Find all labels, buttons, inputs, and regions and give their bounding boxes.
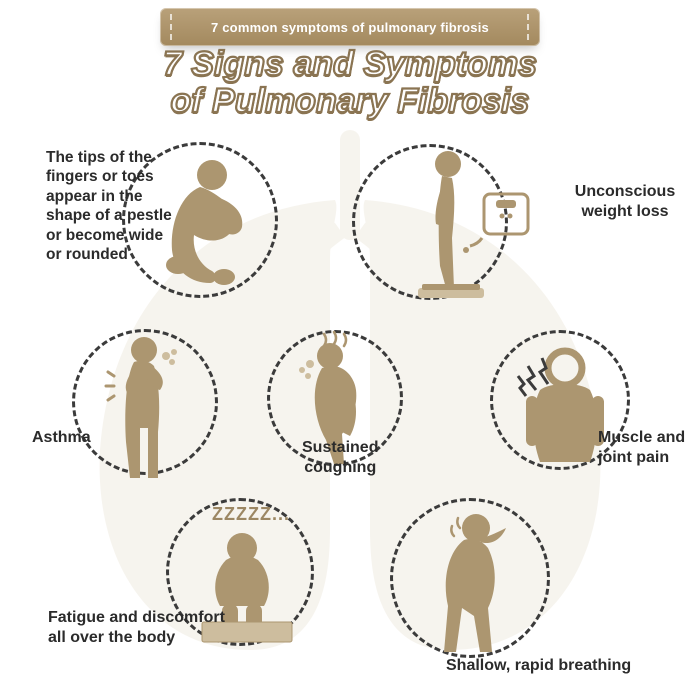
banner-text: 7 common symptoms of pulmonary fibrosis [211, 20, 489, 35]
label-asthma: Asthma [32, 428, 91, 448]
page-title: 7 Signs and Symptoms of Pulmonary Fibros… [50, 46, 650, 121]
banner: 7 common symptoms of pulmonary fibrosis [160, 8, 540, 46]
label-clubbing: The tips of the fingers or toesappear in… [46, 148, 206, 264]
label-breathing: Shallow, rapid breathing [446, 656, 631, 676]
title-line2: of Pulmonary Fibrosis [50, 83, 650, 120]
label-weightloss: Unconsciousweight loss [560, 182, 690, 222]
title-line1: 7 Signs and Symptoms [50, 46, 650, 83]
label-pain: Muscle andjoint pain [598, 428, 698, 468]
label-cough: Sustainedcoughing [302, 438, 378, 478]
breathing-icon [418, 508, 538, 658]
label-fatigue: Fatigue and discomfortall over the body [48, 608, 258, 648]
asthma-icon [100, 332, 200, 482]
fatigue-zzz: ZZZZZ... [212, 504, 290, 525]
weightloss-icon [398, 148, 538, 303]
